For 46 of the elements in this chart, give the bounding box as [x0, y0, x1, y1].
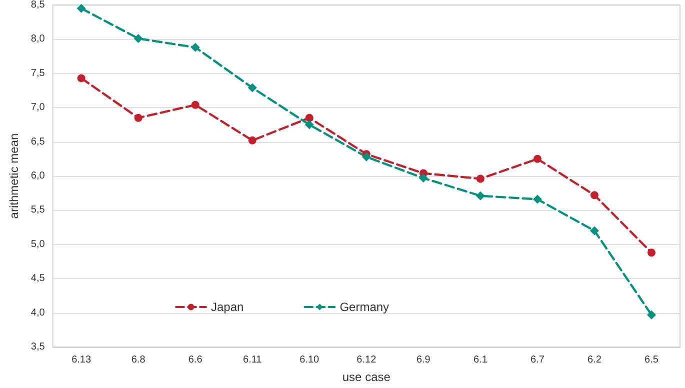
legend-label: Japan — [211, 300, 244, 314]
y-tick-label: 7,5 — [30, 68, 46, 79]
x-tick-label: 6.5 — [644, 354, 659, 366]
x-tick-label: 6.8 — [131, 354, 146, 366]
point — [134, 34, 143, 44]
point — [134, 114, 142, 122]
point — [248, 136, 256, 144]
point — [648, 248, 656, 257]
point — [305, 114, 314, 122]
point — [590, 191, 598, 200]
x-tick-label: 6.9 — [416, 354, 431, 366]
point — [533, 154, 542, 163]
y-tick-label: 3,5 — [30, 342, 46, 352]
point — [77, 74, 86, 82]
point — [476, 174, 484, 183]
y-tick-label: 6,0 — [30, 170, 46, 182]
point — [646, 310, 656, 320]
y-axis-title: arithmetic mean — [7, 133, 21, 219]
x-tick-label: 6.12 — [356, 354, 377, 366]
point — [418, 174, 428, 183]
x-tick-label: 6.7 — [530, 354, 545, 366]
point — [590, 226, 599, 236]
y-tick-label: 4,5 — [30, 273, 46, 284]
y-tick-label: 6,5 — [30, 136, 46, 148]
x-tick-label: 6.11 — [242, 354, 262, 366]
y-tick-label: 8,5 — [30, 0, 46, 10]
x-tick-label: 6.1 — [473, 354, 488, 366]
x-tick-label: 6.2 — [588, 354, 602, 366]
point — [248, 83, 257, 92]
y-tick-label: 4,0 — [30, 307, 46, 318]
y-tick-label: 5,0 — [30, 238, 46, 250]
point — [532, 194, 542, 204]
point — [362, 152, 371, 162]
point — [190, 42, 200, 52]
y-tick-label: 5,5 — [30, 204, 46, 216]
legend-label: Germany — [340, 300, 390, 314]
point — [191, 100, 200, 109]
point — [476, 191, 485, 200]
point — [76, 4, 86, 13]
point — [304, 120, 314, 130]
x-axis-title: use case — [342, 370, 391, 384]
x-tick-label: 6.6 — [188, 354, 203, 366]
x-tick-label: 6.10 — [300, 354, 320, 366]
y-tick-label: 7,0 — [30, 102, 46, 114]
y-tick-label: 8,0 — [30, 34, 46, 45]
x-tick-label: 6.13 — [72, 354, 92, 366]
